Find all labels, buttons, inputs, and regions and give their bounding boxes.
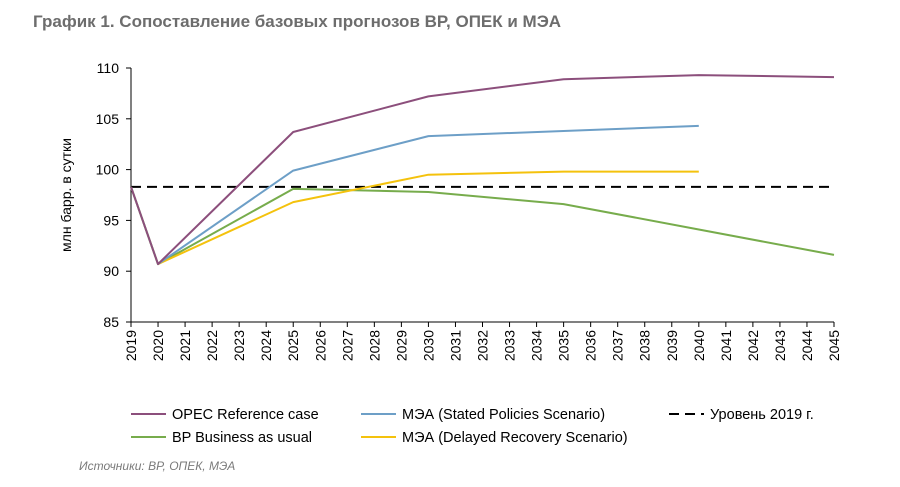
legend-label: Уровень 2019 г. [710,407,814,423]
x-tick-label: 2023 [231,330,247,361]
x-tick-label: 2044 [799,330,815,361]
x-tick-label: 2029 [393,330,409,361]
series-line [130,170,699,266]
series-line [130,186,835,266]
legend: OPEC Reference case МЭА (Stated Policies … [131,407,814,446]
x-tick-label: 2045 [826,330,842,361]
x-tick-label: 2020 [150,330,166,361]
x-tick-label: 2026 [312,330,328,361]
y-tick-label: 100 [96,162,120,178]
chart-title: График 1. Сопоставление базовых прогнозо… [33,12,562,31]
x-tick-label: 2021 [177,330,193,361]
x-tick-label: 2038 [637,330,653,361]
x-tick-label: 2040 [691,330,707,361]
y-tick-label: 110 [97,60,120,76]
x-tick-label: 2043 [772,330,788,361]
series-lines [130,74,835,266]
x-tick-label: 2024 [258,330,274,361]
y-tick-label: 85 [103,314,119,330]
y-tick-label: 105 [96,111,120,127]
x-tick-label: 2039 [664,330,680,361]
x-tick-label: 2034 [529,330,545,361]
x-tick-label: 2030 [420,330,436,361]
x-tick-label: 2042 [745,330,761,361]
series-line [130,124,699,266]
y-axis-label: млн барр. в сутки [58,138,74,252]
x-tick-label: 2036 [583,330,599,361]
legend-label: OPEC Reference case [172,407,319,423]
x-tick-label: 2037 [610,330,626,361]
x-tick-label: 2041 [718,330,734,361]
source-note: Источники: BP, ОПЕК, МЭА [79,459,236,473]
legend-label: МЭА (Stated Policies Scenario) [402,407,605,423]
x-tick-label: 2031 [447,330,463,361]
x-tick-label: 2022 [204,330,220,361]
series-line [130,74,835,266]
x-tick-label: 2027 [339,330,355,361]
x-tick-label: 2028 [366,330,382,361]
legend-label: МЭА (Delayed Recovery Scenario) [402,430,628,446]
x-tick-label: 2025 [285,330,301,361]
x-tick-label: 2033 [502,330,518,361]
y-tick-label: 95 [103,212,119,228]
legend-label: BP Business as usual [172,430,312,446]
y-tick-label: 90 [103,263,119,279]
x-tick-label: 2032 [475,330,491,361]
x-tick-label: 2019 [123,330,139,361]
x-tick-label: 2035 [556,330,572,361]
axes: 85 90 95 100 105 110 2019 2020 2021 2022 2023 2024 2… [58,60,842,361]
